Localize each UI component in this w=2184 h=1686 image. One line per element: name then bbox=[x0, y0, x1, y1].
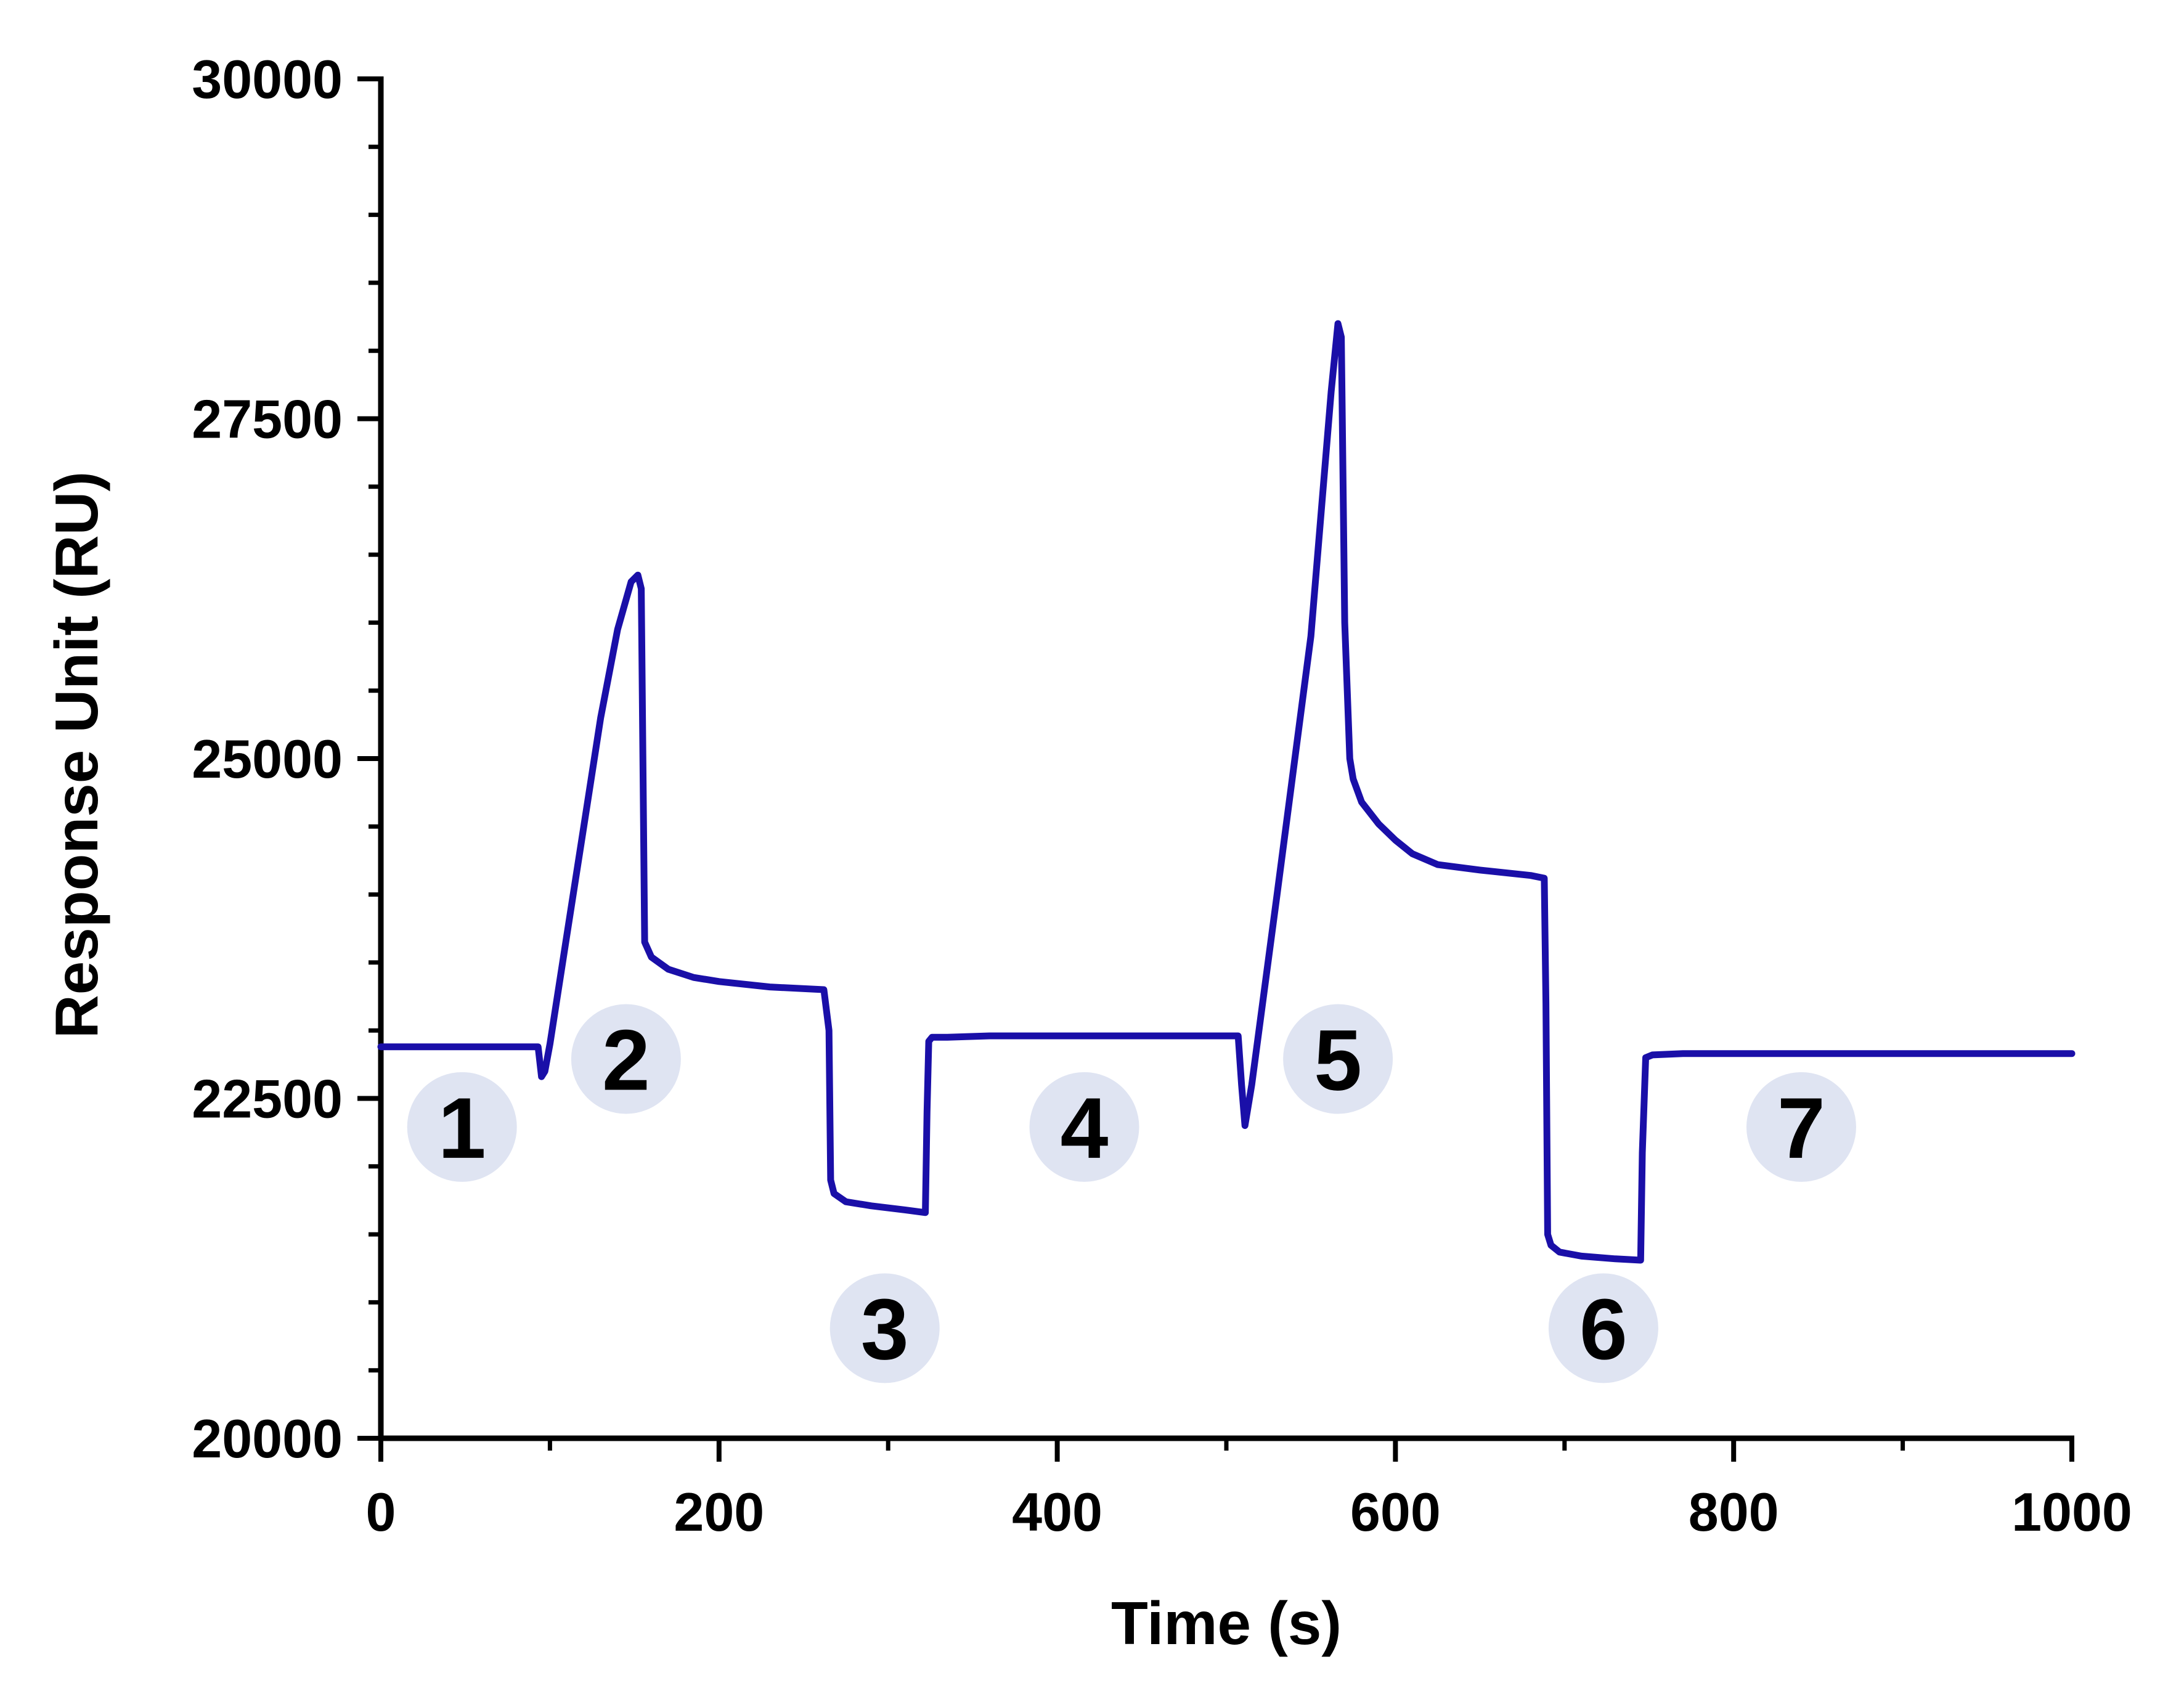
step-marker-label: 7 bbox=[1777, 1080, 1825, 1176]
y-tick-label: 30000 bbox=[192, 49, 343, 110]
step-marker-circle bbox=[1279, 1000, 1397, 1118]
step-marker-label: 1 bbox=[438, 1080, 486, 1176]
step-marker-circle bbox=[1544, 1269, 1662, 1387]
step-marker-5: 5 bbox=[1279, 1000, 1397, 1118]
step-marker-label: 5 bbox=[1314, 1012, 1362, 1109]
step-marker-circle bbox=[1742, 1068, 1860, 1186]
step-marker-3: 3 bbox=[826, 1269, 943, 1387]
step-marker-circle bbox=[826, 1269, 943, 1387]
step-marker-4: 4 bbox=[1025, 1068, 1143, 1186]
step-marker-circle bbox=[1025, 1068, 1143, 1186]
x-tick-label: 1000 bbox=[2011, 1481, 2132, 1542]
x-axis-title: Time (s) bbox=[1111, 1589, 1342, 1657]
step-marker-label: 2 bbox=[602, 1012, 650, 1109]
step-marker-label: 6 bbox=[1579, 1281, 1628, 1377]
step-marker-2: 2 bbox=[567, 1000, 685, 1118]
ticks: 20000 22500 25000 27500 30000 0 200 400 600 800 10… bbox=[192, 49, 2132, 1542]
axes bbox=[378, 76, 2074, 1441]
y-tick-label: 25000 bbox=[192, 728, 343, 789]
x-tick-label: 0 bbox=[366, 1481, 396, 1542]
step-markers: 1 2 3 4 5 6 7 bbox=[403, 1000, 1860, 1387]
step-marker-circle bbox=[403, 1068, 521, 1186]
x-tick-label: 400 bbox=[1012, 1481, 1102, 1542]
y-tick-label: 27500 bbox=[192, 389, 343, 450]
step-marker-label: 4 bbox=[1061, 1080, 1109, 1176]
x-tick-label: 600 bbox=[1350, 1481, 1441, 1542]
y-axis-title: Response Unit (RU) bbox=[43, 471, 110, 1038]
series-line bbox=[377, 320, 2076, 1264]
step-marker-1: 1 bbox=[403, 1068, 521, 1186]
series bbox=[377, 320, 2076, 1264]
y-tick-label: 22500 bbox=[192, 1069, 343, 1130]
x-tick-label: 200 bbox=[674, 1481, 764, 1542]
step-marker-7: 7 bbox=[1742, 1068, 1860, 1186]
step-marker-6: 6 bbox=[1544, 1269, 1662, 1387]
step-marker-circle bbox=[567, 1000, 685, 1118]
x-tick-label: 800 bbox=[1689, 1481, 1779, 1542]
y-tick-label: 20000 bbox=[192, 1408, 343, 1469]
axis-titles: Time (s) Response Unit (RU) bbox=[43, 471, 1342, 1657]
step-marker-label: 3 bbox=[861, 1281, 909, 1377]
